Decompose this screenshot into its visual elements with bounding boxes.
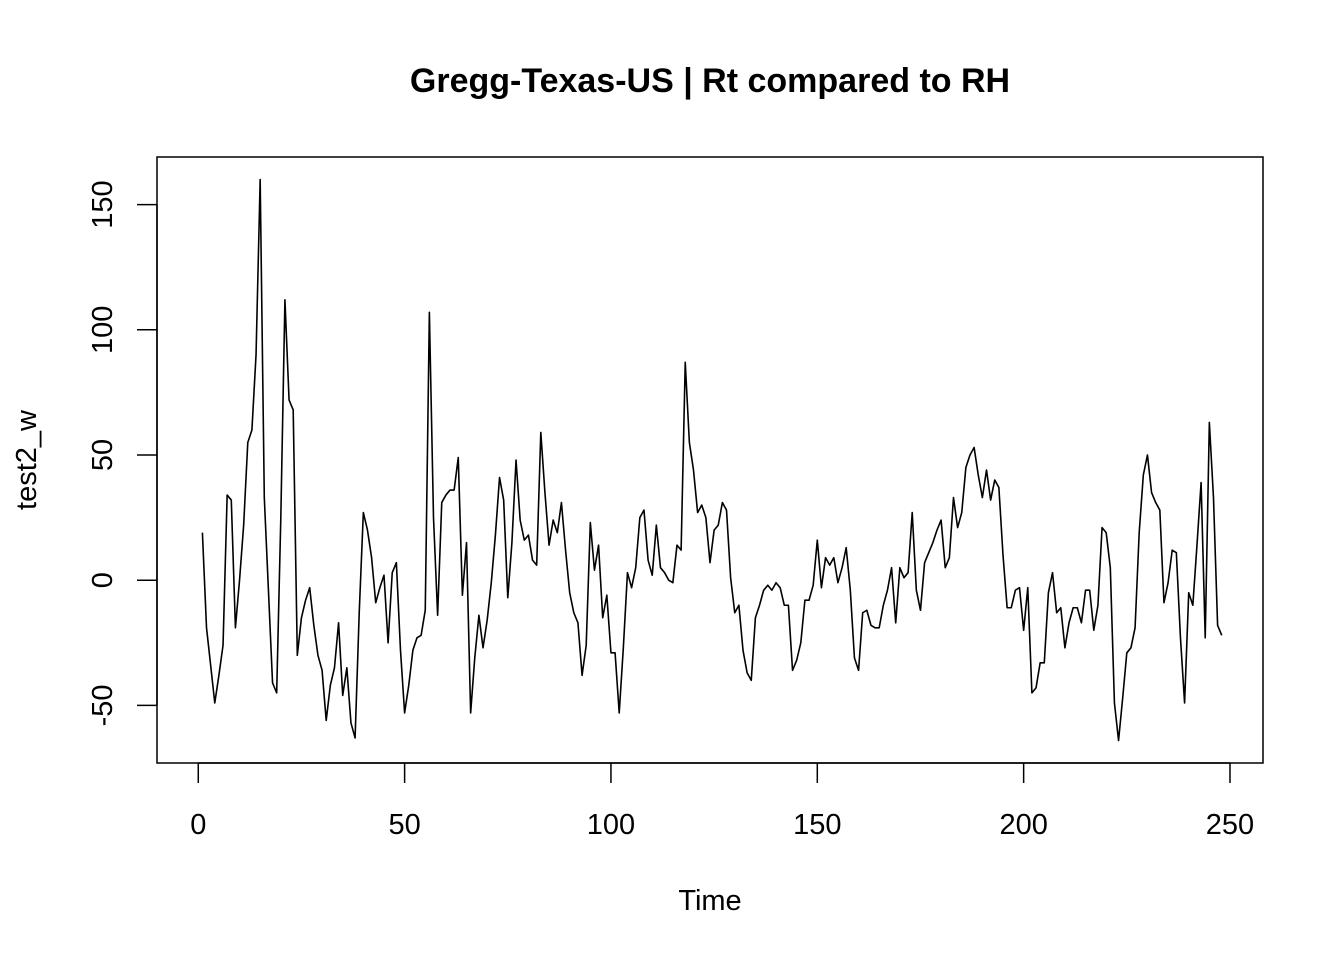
y-tick-label: -50 bbox=[87, 684, 119, 726]
y-tick-label: 150 bbox=[87, 180, 119, 228]
x-axis: 0 50 100 150 200 250 bbox=[190, 762, 1254, 841]
x-tick-label: 100 bbox=[587, 809, 635, 841]
x-tick-label: 150 bbox=[793, 809, 841, 841]
y-axis-label: test2_w bbox=[11, 409, 43, 510]
y-tick-label: 100 bbox=[87, 306, 119, 354]
chart-title: Gregg-Texas-US | Rt compared to RH bbox=[410, 62, 1010, 100]
x-tick-label: 50 bbox=[388, 809, 420, 841]
y-axis: -50 0 50 100 150 bbox=[87, 180, 158, 726]
y-tick-label: 0 bbox=[87, 572, 119, 588]
series-line bbox=[201, 178, 1223, 742]
x-axis-label: Time bbox=[678, 885, 741, 917]
x-tick-label: 0 bbox=[190, 809, 206, 841]
y-tick-label: 50 bbox=[87, 439, 119, 471]
x-tick-label: 200 bbox=[999, 809, 1047, 841]
series-test2-w bbox=[201, 178, 1223, 742]
x-tick-label: 250 bbox=[1206, 809, 1254, 841]
